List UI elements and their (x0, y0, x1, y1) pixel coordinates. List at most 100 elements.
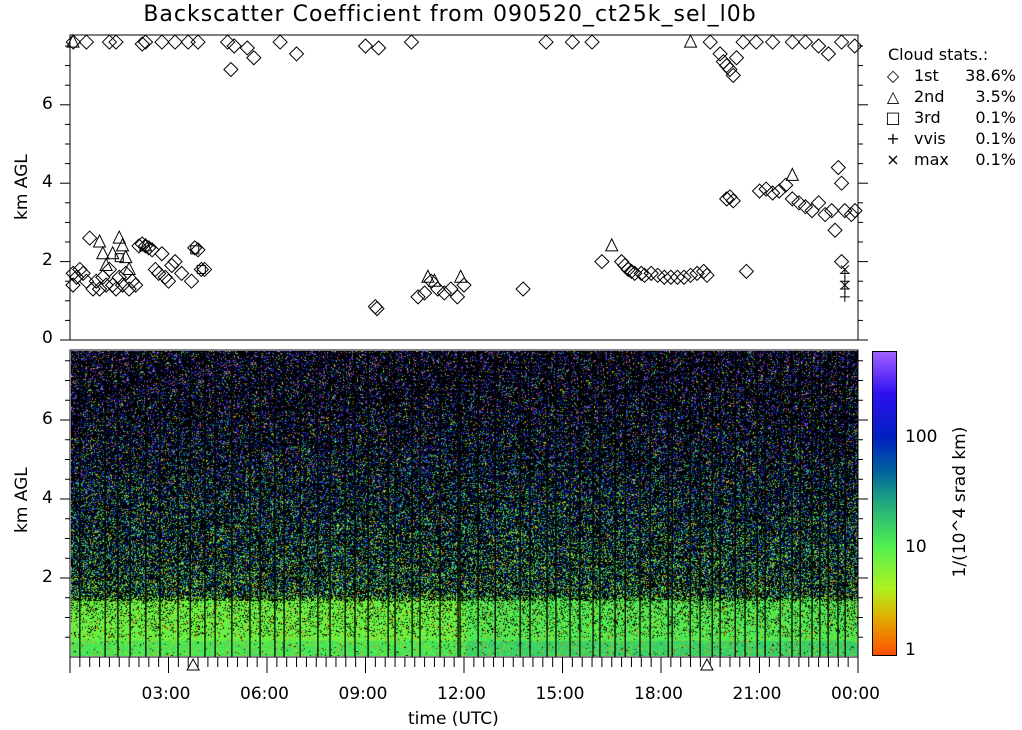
marker-triangle (421, 269, 435, 283)
marker-diamond (190, 242, 206, 258)
marker-triangle (105, 245, 120, 260)
marker-diamond (623, 263, 640, 280)
marker-diamond (738, 263, 755, 280)
marker-diamond (141, 240, 157, 256)
top-y-tick-0: 0 (42, 328, 53, 348)
marker-diamond (173, 265, 190, 282)
marker-triangle (604, 237, 619, 252)
marker-diamond (416, 285, 433, 301)
marker-diamond (88, 273, 104, 289)
marker-diamond (791, 195, 807, 211)
x-tick-label: 09:00 (338, 684, 388, 704)
marker-diamond (160, 273, 177, 289)
marker-diamond (817, 206, 833, 223)
marker-diamond (847, 38, 863, 54)
legend: Cloud stats.: ◇ 1st 38.6% △ 2nd 3.5% □ 3rd 0.1% +… (880, 44, 1016, 170)
marker-diamond (764, 185, 781, 201)
marker-diamond (193, 261, 210, 278)
marker-diamond (584, 34, 600, 50)
marker-diamond (403, 34, 420, 50)
marker-diamond (154, 246, 170, 262)
x-tick-label: 21:00 (732, 684, 782, 704)
legend-name: max (914, 150, 949, 169)
bottom-panel-frame (69, 349, 859, 658)
marker-diamond (410, 289, 426, 305)
legend-entry-vvis: + vvis 0.1% (880, 128, 1016, 149)
colorbar-tick-100: 100 (905, 427, 938, 447)
marker-diamond (538, 34, 554, 50)
marker-diamond (824, 202, 840, 219)
marker-diamond (239, 40, 256, 56)
marker-cross (840, 265, 850, 274)
marker-triangle (785, 167, 800, 181)
marker-diamond (137, 34, 154, 50)
bottom-y-tick-4: 4 (42, 488, 53, 508)
marker-diamond (183, 273, 200, 289)
marker-diamond (226, 38, 242, 54)
marker-diamond (190, 34, 206, 50)
legend-entry-3rd: □ 3rd 0.1% (880, 107, 1016, 128)
legend-diamond-icon: ◇ (886, 66, 900, 85)
marker-diamond (187, 240, 203, 256)
marker-diamond (98, 277, 114, 293)
marker-diamond (669, 269, 686, 285)
marker-triangle (66, 33, 80, 48)
legend-name: 2nd (914, 87, 945, 106)
marker-triangle (453, 269, 468, 283)
marker-triangle (138, 237, 153, 252)
marker-diamond (676, 269, 692, 285)
marker-diamond (627, 265, 643, 282)
legend-title: Cloud stats.: (888, 45, 989, 64)
marker-diamond (219, 34, 236, 50)
marker-diamond (833, 34, 850, 50)
marker-diamond (771, 183, 787, 199)
marker-diamond (108, 34, 124, 50)
x-tick-label: 15:00 (535, 684, 585, 704)
marker-diamond (656, 269, 672, 285)
marker-diamond (712, 46, 728, 62)
top-y-tick-6: 6 (42, 94, 53, 114)
marker-diamond (699, 267, 715, 284)
backscatter-heatmap (71, 351, 858, 656)
marker-triangle (115, 237, 130, 252)
marker-diamond (127, 277, 144, 293)
marker-diamond (449, 289, 466, 305)
marker-diamond (164, 257, 180, 274)
marker-diamond (643, 265, 659, 282)
marker-diamond (430, 281, 446, 297)
marker-diamond (288, 46, 305, 62)
legend-percent: 0.1% (975, 108, 1016, 127)
bottom-y-tick-2: 2 (42, 567, 53, 587)
marker-diamond (144, 242, 160, 258)
top-panel-frame (69, 34, 859, 341)
marker-diamond (367, 298, 384, 315)
marker-diamond (81, 230, 98, 246)
marker-diamond (75, 265, 91, 282)
marker-diamond (272, 34, 288, 50)
marker-triangle (683, 33, 698, 48)
marker-diamond (810, 38, 827, 54)
marker-square (190, 245, 200, 255)
marker-diamond (820, 46, 837, 62)
marker-triangle (427, 273, 442, 287)
x-tick-label: 06:00 (240, 684, 289, 704)
marker-diamond (564, 34, 581, 50)
colorbar (872, 351, 897, 656)
marker-diamond (108, 281, 124, 297)
legend-entry-2nd: △ 2nd 3.5% (880, 86, 1016, 107)
marker-diamond (751, 183, 768, 199)
marker-diamond (101, 34, 118, 50)
legend-percent: 0.1% (975, 129, 1016, 148)
marker-diamond (702, 34, 718, 50)
axis-marker-triangle (700, 657, 714, 671)
legend-triangle-icon: △ (886, 87, 900, 106)
colorbar-tick-1: 1 (905, 640, 916, 660)
top-y-tick-2: 2 (42, 250, 53, 270)
marker-diamond (837, 202, 853, 219)
marker-diamond (735, 34, 751, 50)
marker-diamond (91, 281, 108, 297)
marker-diamond (797, 199, 814, 215)
marker-diamond (370, 40, 387, 56)
